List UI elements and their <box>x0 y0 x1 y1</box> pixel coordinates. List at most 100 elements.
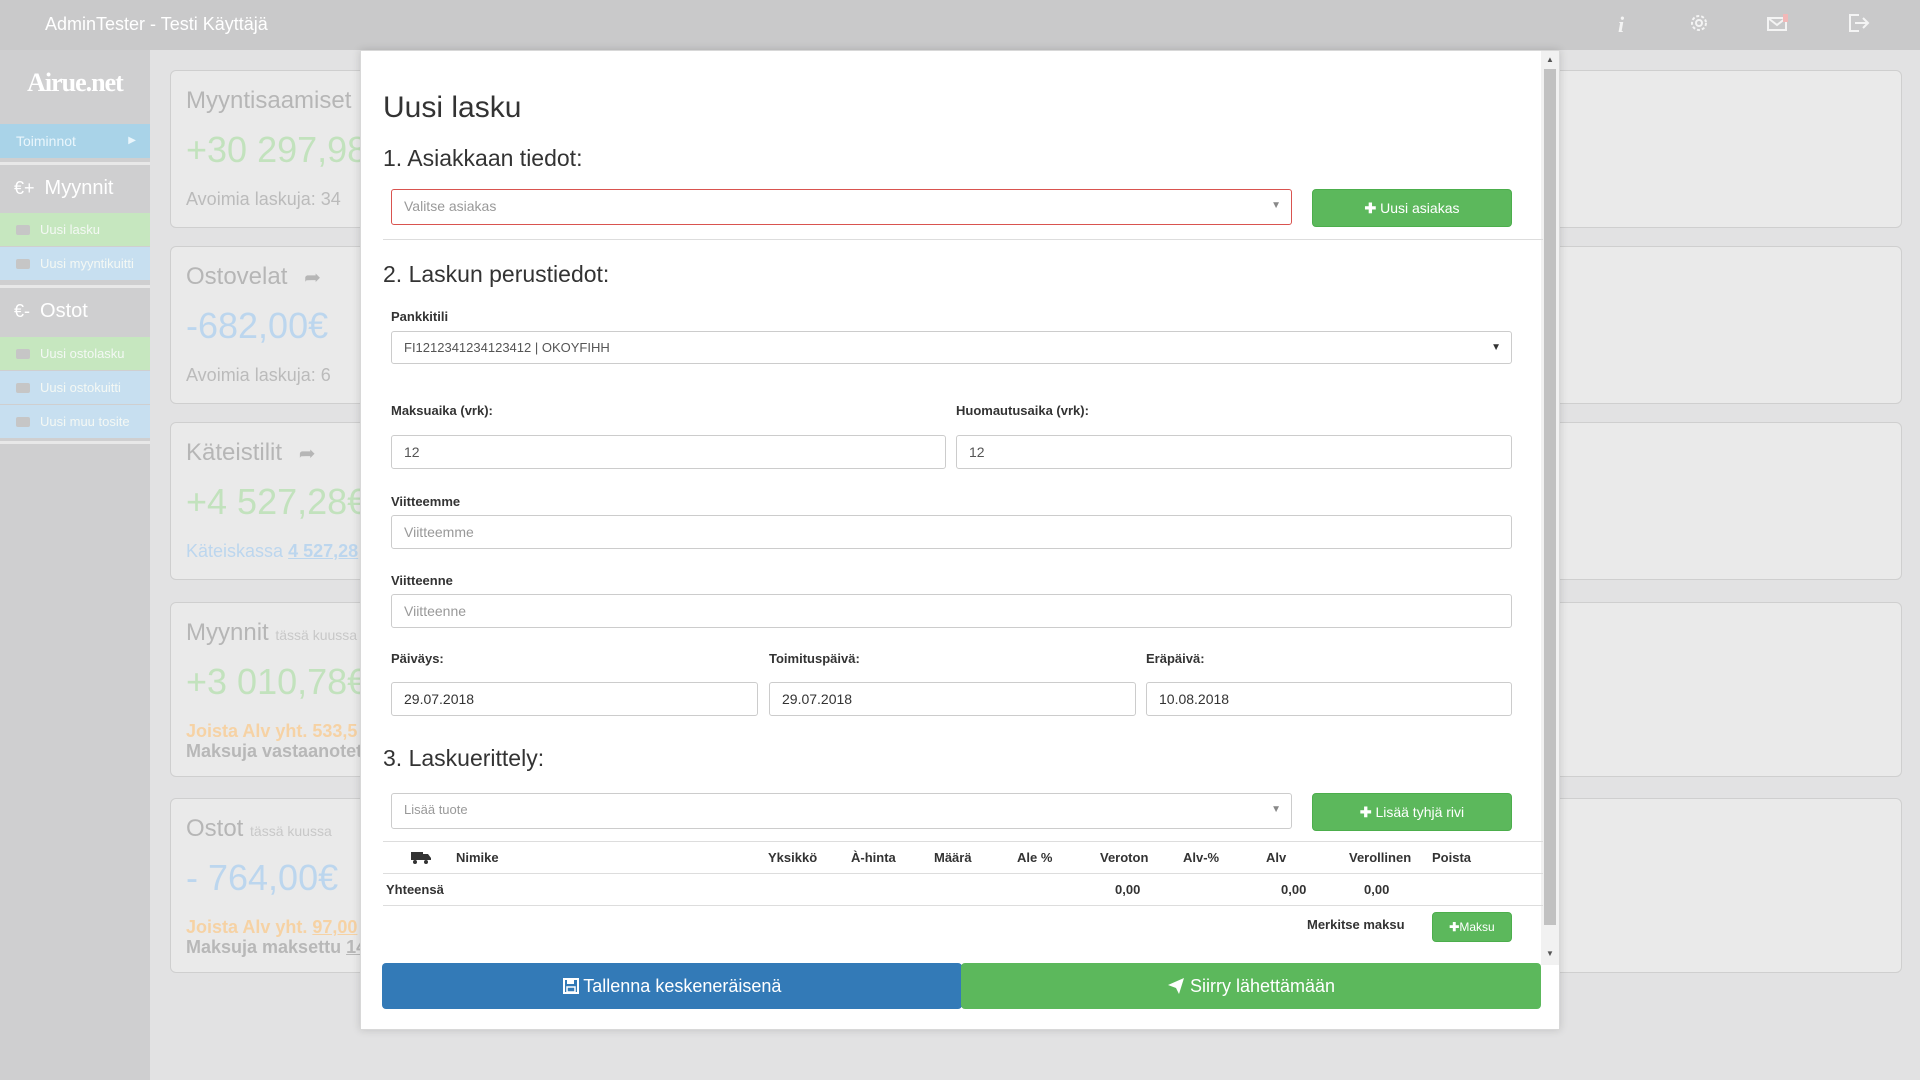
card-title: Myynnit <box>186 619 269 646</box>
sidebar-section-ostot[interactable]: €- Ostot <box>0 285 150 331</box>
new-customer-button[interactable]: ✚ Uusi asiakas <box>1312 189 1512 227</box>
paivays-input[interactable]: 29.07.2018 <box>391 682 758 716</box>
card-amount: +3 010,78€ <box>186 661 368 702</box>
col-ale: Ale % <box>1017 850 1053 865</box>
total-verollinen: 0,00 <box>1364 882 1390 897</box>
card-subtext: Avoimia laskuja: 34 <box>186 189 341 209</box>
viitteemme-label: Viitteemme <box>391 494 461 509</box>
send-button[interactable]: Siirry lähettämään <box>961 963 1541 1009</box>
top-bar: AdminTester - Testi Käyttäjä i <box>0 0 1920 50</box>
sidebar-item-uusi-myyntikuitti[interactable]: Uusi myyntikuitti <box>0 247 150 280</box>
card-title: Myyntisaamiset <box>186 87 352 114</box>
sidebar-item-label: Uusi muu tosite <box>40 414 130 429</box>
kateiskassa-link[interactable]: 4 527,28 <box>288 541 359 561</box>
sidebar-item-uusi-lasku[interactable]: Uusi lasku <box>0 213 150 246</box>
huomautusaika-input[interactable]: 12 <box>956 435 1512 469</box>
sidebar-toiminnot[interactable]: Toiminnot ▶ <box>0 124 150 158</box>
plus-icon: ✚ <box>1359 804 1372 820</box>
euro-minus-icon: €- <box>14 301 31 321</box>
plus-icon: ✚ <box>1364 200 1377 216</box>
total-label: Yhteensä <box>386 882 444 897</box>
plus-icon: ✚ <box>1449 920 1460 934</box>
card-subtext2: Maksuja vastaanotet <box>186 741 363 761</box>
sidebar-section-label: Myynnit <box>44 177 114 199</box>
customer-select[interactable]: Valitse asiakas ▼ <box>391 189 1292 225</box>
mail-icon[interactable] <box>1765 12 1791 38</box>
new-customer-label: Uusi asiakas <box>1380 200 1460 216</box>
viitteenne-input[interactable]: Viitteenne <box>391 594 1512 628</box>
add-empty-row-label: Lisää tyhjä rivi <box>1375 804 1465 820</box>
viitteemme-input[interactable]: Viitteemme <box>391 515 1512 549</box>
share-icon[interactable]: ➦ <box>304 267 321 289</box>
col-verollinen: Verollinen <box>1349 850 1412 865</box>
col-alv-pct: Alv-% <box>1183 850 1220 865</box>
huomautusaika-label: Huomautusaika (vrk): <box>956 403 1089 418</box>
card-title-row: Myynnit tässä kuussa <box>186 619 357 647</box>
card-subtext2: Maksuja maksettu 14 <box>186 937 366 958</box>
customer-select-placeholder: Valitse asiakas <box>404 198 497 214</box>
table-header-border <box>383 873 1543 874</box>
sidebar-item-uusi-ostolasku[interactable]: Uusi ostolasku <box>0 337 150 370</box>
card-subtext-value[interactable]: 97,00 <box>312 917 358 937</box>
col-nimike: Nimike <box>456 850 499 865</box>
erapaiva-label: Eräpäivä: <box>1146 651 1205 666</box>
save-draft-button[interactable]: Tallenna keskeneräisenä <box>382 963 962 1009</box>
col-maara: Määrä <box>934 850 972 865</box>
logo[interactable]: Airue.net <box>27 68 124 97</box>
euro-plus-icon: €+ <box>14 178 35 198</box>
product-select-placeholder: Lisää tuote <box>404 802 468 817</box>
app-title: AdminTester - Testi Käyttäjä <box>45 14 268 34</box>
card-amount: -682,00€ <box>186 305 329 346</box>
bank-select-value: FI1212341234123412 | OKOYFIHH <box>404 340 610 355</box>
chevron-down-icon: ▼ <box>1491 342 1501 353</box>
sidebar-divider <box>0 441 150 444</box>
camera-icon <box>16 416 30 427</box>
sidebar-item-uusi-ostokuitti[interactable]: Uusi ostokuitti <box>0 371 150 404</box>
gear-icon[interactable] <box>1686 12 1712 38</box>
sidebar-item-uusi-muu-tosite[interactable]: Uusi muu tosite <box>0 405 150 438</box>
card-title-row: Ostot tässä kuussa <box>186 815 332 843</box>
card-subtext-label: Joista Alv yht. <box>186 917 308 937</box>
sidebar: Airue.net Toiminnot ▶ €+ Myynnit Uusi las… <box>0 50 150 1080</box>
share-icon[interactable]: ➦ <box>298 443 316 465</box>
paivays-label: Päiväys: <box>391 651 444 666</box>
sidebar-item-label: Uusi ostokuitti <box>40 380 121 395</box>
sidebar-item-label: Uusi myyntikuitti <box>40 256 134 271</box>
scroll-up-icon[interactable]: ▲ <box>1546 55 1554 64</box>
card-title: Käteistilit <box>186 439 283 466</box>
scrollbar-thumb[interactable] <box>1544 69 1556 925</box>
send-label: Siirry lähettämään <box>1189 976 1336 996</box>
card-title: Ostovelat <box>186 263 288 290</box>
bank-select[interactable]: FI1212341234123412 | OKOYFIHH ▼ <box>391 331 1512 364</box>
modal-scrollbar[interactable]: ▲ ▼ <box>1541 51 1559 965</box>
sidebar-toiminnot-label: Toiminnot <box>16 133 76 149</box>
add-empty-row-button[interactable]: ✚ Lisää tyhjä rivi <box>1312 793 1512 831</box>
viitteenne-label: Viitteenne <box>391 573 453 588</box>
logout-icon[interactable] <box>1846 12 1872 38</box>
floppy-disk-icon <box>562 976 584 996</box>
total-alv: 0,00 <box>1281 882 1307 897</box>
col-alv: Alv <box>1266 850 1287 865</box>
maksuaika-input[interactable]: 12 <box>391 435 946 469</box>
card-title-small: tässä kuussa <box>275 627 358 643</box>
product-select[interactable]: Lisää tuote ▼ <box>391 793 1292 829</box>
erapaiva-input[interactable]: 10.08.2018 <box>1146 682 1512 716</box>
bank-label: Pankkitili <box>391 309 449 324</box>
card-amount: +30 297,98 <box>186 129 368 170</box>
toimituspaiva-label: Toimituspäivä: <box>769 651 860 666</box>
scroll-down-icon[interactable]: ▼ <box>1546 949 1554 958</box>
card-subtext: Avoimia laskuja: 6 <box>186 365 331 385</box>
chevron-right-icon: ▶ <box>128 135 136 146</box>
card-subtext-value: 533,5 <box>312 721 358 741</box>
col-a-hinta: À-hinta <box>851 850 896 865</box>
section-divider <box>383 239 1543 240</box>
info-icon[interactable]: i <box>1617 12 1625 37</box>
payment-button[interactable]: ✚Maksu <box>1432 912 1512 942</box>
piggy-bank-icon <box>16 224 30 235</box>
card-subtext: Käteiskassa 4 527,28 <box>186 541 358 562</box>
col-yksikko: Yksikkö <box>768 850 818 865</box>
camera-icon <box>16 348 30 359</box>
toimituspaiva-input[interactable]: 29.07.2018 <box>769 682 1136 716</box>
sidebar-section-myynnit[interactable]: €+ Myynnit <box>0 162 150 208</box>
sidebar-item-label: Uusi ostolasku <box>40 346 125 361</box>
